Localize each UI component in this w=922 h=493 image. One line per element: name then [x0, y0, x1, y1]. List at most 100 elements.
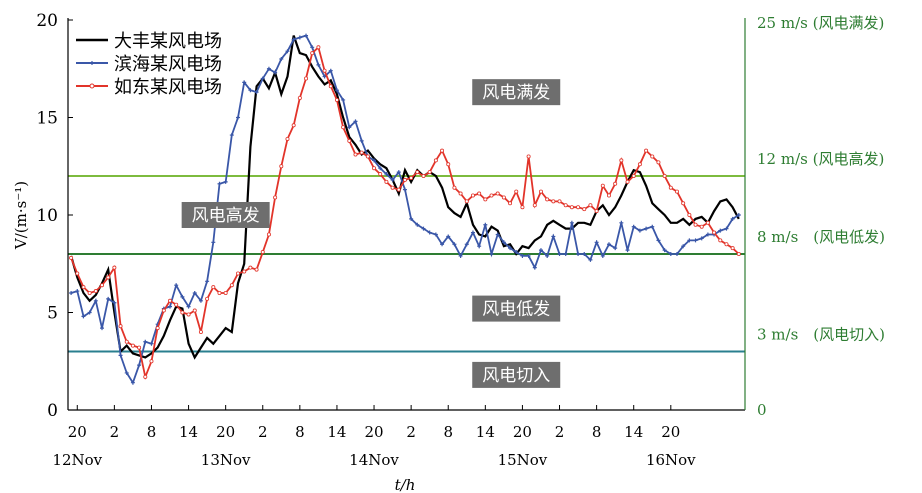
legend-label-0: 大丰某风电场 — [114, 31, 222, 52]
series-point-2-95 — [656, 160, 661, 165]
date-label-4: 16Nov — [646, 451, 696, 469]
x-tick-label-13: 2 — [555, 423, 565, 441]
series-point-2-64 — [464, 199, 469, 204]
series-point-2-31 — [260, 250, 265, 255]
series-point-2-5 — [100, 283, 105, 288]
series-point-1-51 — [384, 172, 389, 177]
series-point-2-15 — [161, 308, 166, 313]
series-point-1-58 — [427, 230, 432, 235]
series-point-1-81 — [569, 220, 574, 225]
series-point-1-1 — [75, 289, 80, 294]
series-point-1-77 — [545, 253, 550, 258]
y-tick-label-2: 10 — [36, 206, 58, 226]
x-tick-label-5: 2 — [258, 423, 268, 441]
series-point-2-74 — [526, 154, 531, 159]
series-point-1-47 — [359, 138, 364, 143]
x-tick-label-10: 8 — [443, 423, 453, 441]
series-point-1-20 — [192, 291, 197, 295]
x-tick-label-9: 2 — [406, 423, 416, 441]
series-point-1-41 — [322, 74, 327, 79]
series-point-1-63 — [458, 253, 463, 258]
date-label-3: 15Nov — [498, 451, 548, 469]
series-point-2-4 — [93, 289, 98, 294]
series-point-1-103 — [705, 232, 710, 237]
series-point-1-25 — [223, 179, 228, 184]
series-point-2-33 — [273, 195, 278, 200]
series-point-2-93 — [644, 148, 649, 153]
region-label-2: 风电低发 — [482, 300, 550, 320]
series-point-2-46 — [353, 152, 358, 157]
series-point-1-108 — [736, 213, 741, 217]
series-point-2-75 — [532, 203, 537, 208]
series-point-2-20 — [192, 308, 197, 313]
series-point-2-90 — [625, 179, 630, 184]
series-point-2-2 — [81, 285, 86, 290]
series-point-2-71 — [508, 201, 513, 206]
series-point-2-9 — [124, 339, 129, 344]
series-point-1-96 — [662, 248, 667, 253]
series-point-2-43 — [334, 97, 339, 102]
legend-label-2: 如东某风电场 — [114, 77, 222, 98]
series-point-2-49 — [372, 166, 377, 171]
series-point-1-75 — [532, 265, 537, 270]
series-point-1-105 — [718, 228, 723, 233]
series-point-2-48 — [365, 154, 370, 159]
axes — [67, 18, 746, 411]
series-point-1-31 — [260, 76, 265, 81]
series-point-2-86 — [600, 183, 605, 188]
series-point-1-74 — [526, 253, 531, 258]
series-point-1-26 — [229, 133, 234, 138]
series-point-2-36 — [291, 123, 296, 128]
series-point-1-84 — [588, 257, 593, 262]
right-axis-label-0: 25 m/s (风电满发) — [757, 14, 884, 32]
series-point-2-62 — [452, 185, 457, 190]
series-point-1-45 — [347, 125, 352, 130]
series-point-1-106 — [724, 226, 729, 231]
series-point-2-3 — [87, 290, 92, 295]
series-point-1-10 — [130, 380, 135, 385]
series-point-2-97 — [668, 185, 673, 190]
x-tick-label-6: 8 — [295, 423, 305, 441]
series-point-1-89 — [619, 220, 624, 225]
y-axis-title: V/(m·s⁻¹) — [12, 181, 30, 250]
series-point-1-62 — [452, 242, 457, 247]
series-point-2-59 — [433, 158, 438, 163]
region-label-0: 风电满发 — [482, 83, 550, 103]
date-label-1: 13Nov — [201, 451, 251, 469]
x-tick-label-3: 14 — [179, 423, 198, 441]
series-point-2-78 — [551, 199, 556, 204]
series-point-1-57 — [421, 226, 426, 231]
legend-label-1: 滨海某风电场 — [114, 54, 222, 75]
series-point-1-64 — [464, 242, 469, 247]
series-point-1-98 — [674, 252, 679, 256]
series-point-2-108 — [736, 251, 741, 256]
region-label-box-3 — [472, 361, 561, 388]
series-point-2-7 — [112, 265, 117, 270]
series-point-2-100 — [687, 212, 692, 217]
region-label-box-2 — [472, 295, 561, 322]
series-point-1-42 — [328, 68, 333, 73]
x-tick-label-1: 2 — [110, 423, 120, 441]
x-tick-label-15: 14 — [624, 423, 643, 441]
series-point-1-72 — [514, 250, 519, 255]
series-point-2-63 — [458, 191, 463, 196]
region-label-3: 风电切入 — [482, 366, 550, 386]
series-point-2-51 — [384, 179, 389, 184]
x-axis-title: t/h — [395, 476, 416, 493]
series-point-1-68 — [489, 252, 494, 256]
series-point-1-23 — [211, 240, 216, 245]
series-point-1-82 — [576, 252, 581, 256]
series-point-1-3 — [87, 310, 92, 315]
series-point-2-85 — [594, 209, 599, 214]
series-point-1-54 — [402, 187, 407, 192]
series-point-2-73 — [520, 205, 525, 210]
series-point-2-88 — [613, 181, 618, 186]
series-point-2-45 — [347, 138, 352, 143]
series-point-1-55 — [409, 216, 414, 221]
series-point-1-90 — [625, 248, 630, 253]
series-point-2-96 — [662, 173, 667, 178]
series-point-2-58 — [427, 170, 432, 175]
series-point-1-44 — [341, 97, 346, 102]
